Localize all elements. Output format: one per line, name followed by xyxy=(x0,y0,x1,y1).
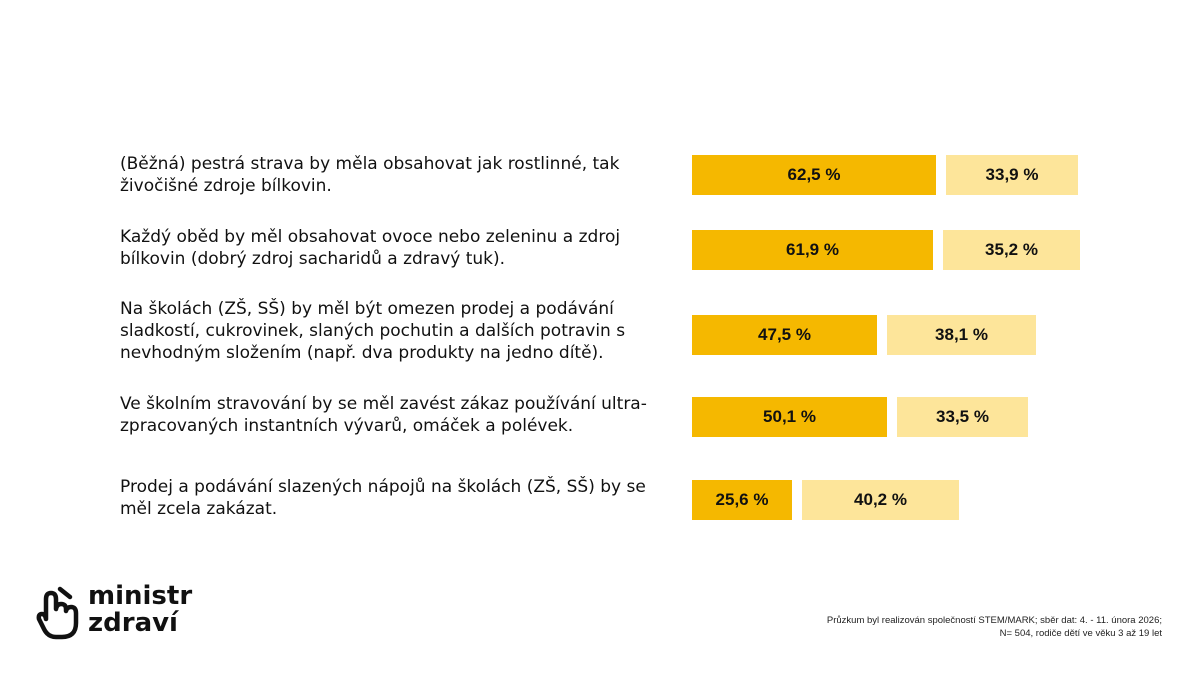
category-label: (Běžná) pestrá strava by měla obsahovat … xyxy=(120,154,620,196)
chart-row: Každý oběd by měl obsahovat ovoce nebo z… xyxy=(0,227,1200,272)
data-label: 25,6 % xyxy=(715,490,769,509)
chart-row: (Běžná) pestrá strava by měla obsahovat … xyxy=(0,154,1200,196)
data-label: 50,1 % xyxy=(763,407,816,426)
data-label: 47,5 % xyxy=(758,325,811,344)
category-label: Ve školním stravování by se měl zavést z… xyxy=(120,394,647,436)
data-label: 61,9 % xyxy=(786,240,839,259)
chart-row: Na školách (ZŠ, SŠ) by měl být omezen pr… xyxy=(0,299,1200,370)
chart-row: Prodej a podávání slazených nápojů na šk… xyxy=(0,477,1200,522)
logo-line-1: ministr xyxy=(88,581,193,611)
bar-primary: 62,5 % xyxy=(692,155,936,195)
footnote: Průzkum byl realizován společností STEM/… xyxy=(827,614,1162,640)
footnote-line-1: Průzkum byl realizován společností STEM/… xyxy=(826,615,1162,626)
category-label: Prodej a podávání slazených nápojů na šk… xyxy=(120,477,646,519)
bar-primary: 61,9 % xyxy=(692,230,933,270)
data-label: 38,1 % xyxy=(935,325,988,344)
bar-secondary: 35,2 % xyxy=(943,230,1080,270)
category-label: Na školách (ZŠ, SŠ) by měl být omezen pr… xyxy=(120,299,626,363)
bar-primary: 47,5 % xyxy=(692,315,877,355)
data-label: 35,2 % xyxy=(985,240,1038,259)
bar-secondary: 40,2 % xyxy=(802,480,959,520)
chart-row: Ve školním stravování by se měl zavést z… xyxy=(0,394,1200,439)
data-label: 33,9 % xyxy=(985,165,1039,184)
logo-text: ministr zdraví xyxy=(88,583,192,637)
footnote-line-2: N= 504, rodiče dětí ve věku 3 až 19 let xyxy=(999,628,1162,639)
category-label: Každý oběd by měl obsahovat ovoce nebo z… xyxy=(120,227,621,269)
chart-area: (Běžná) pestrá strava by měla obsahovat … xyxy=(0,154,1200,522)
data-label: 40,2 % xyxy=(854,490,907,509)
logo: ministr zdraví xyxy=(36,583,216,643)
bar-primary: 50,1 % xyxy=(692,397,887,437)
data-label: 62,5 % xyxy=(787,165,841,184)
hand-pointing-icon xyxy=(36,586,79,640)
bar-secondary: 33,9 % xyxy=(946,155,1078,195)
bar-secondary: 38,1 % xyxy=(887,315,1036,355)
bar-primary: 25,6 % xyxy=(692,480,792,520)
bar-secondary: 33,5 % xyxy=(897,397,1028,437)
logo-line-2: zdraví xyxy=(88,608,178,638)
data-label: 33,5 % xyxy=(936,407,989,426)
